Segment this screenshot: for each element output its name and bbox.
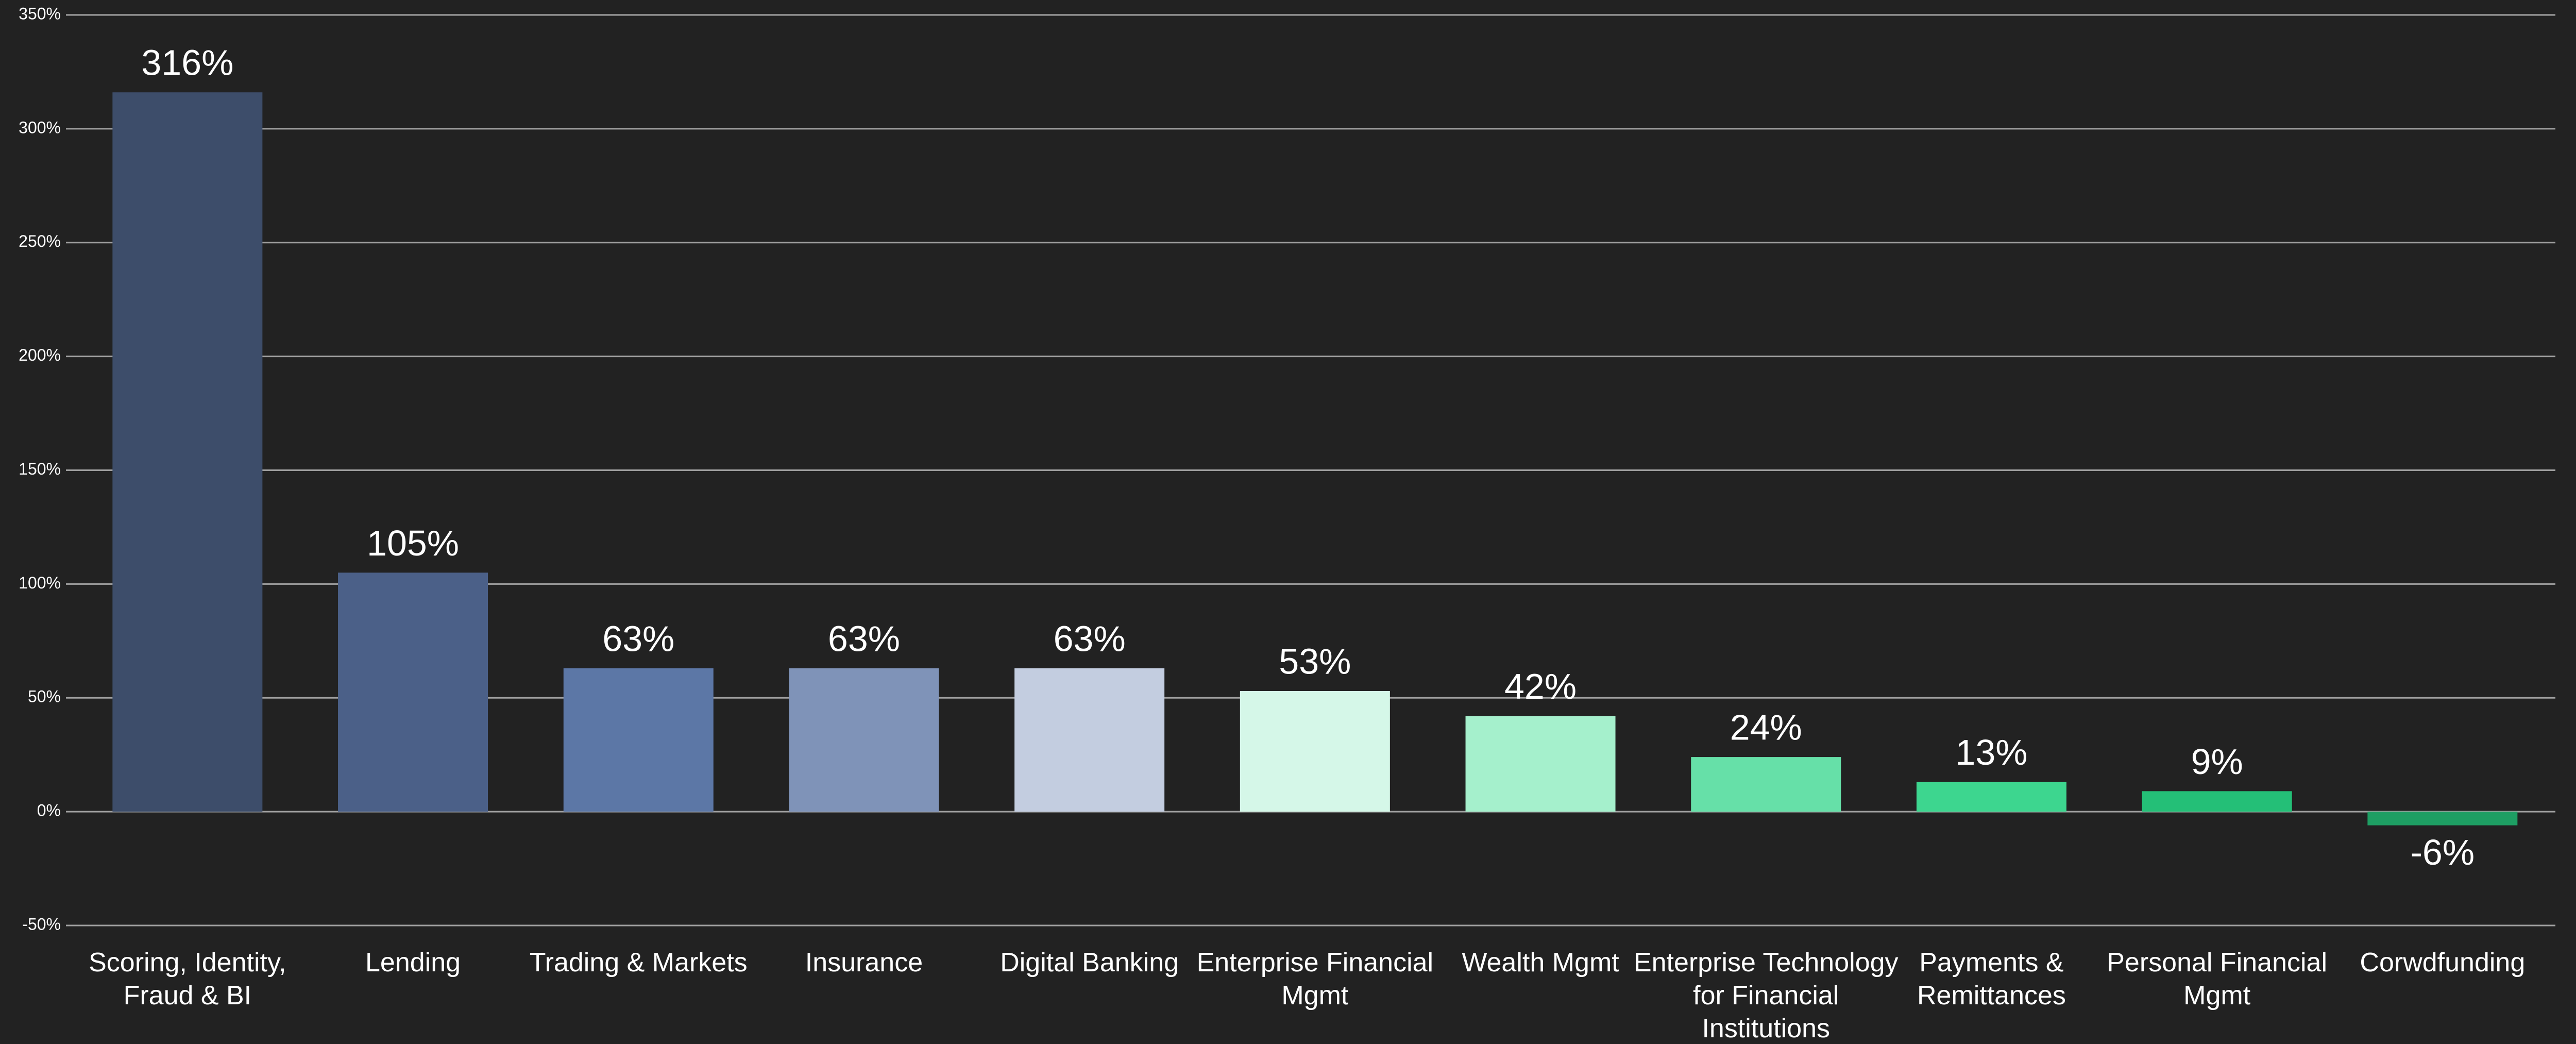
x-tick-label: Digital Banking bbox=[1000, 948, 1179, 978]
bar bbox=[789, 668, 939, 812]
value-label: 63% bbox=[828, 618, 900, 659]
value-label: 42% bbox=[1504, 666, 1577, 706]
value-label: 63% bbox=[1054, 618, 1126, 659]
x-tick-label: Wealth Mgmt bbox=[1462, 948, 1619, 978]
x-tick-label: Trading & Markets bbox=[529, 948, 748, 978]
y-tick-label: 250% bbox=[19, 232, 61, 250]
bar bbox=[1465, 716, 1616, 812]
bar bbox=[2142, 791, 2292, 812]
bar bbox=[112, 92, 263, 812]
bar bbox=[1240, 691, 1390, 812]
x-tick-label: Corwdfunding bbox=[2360, 948, 2526, 978]
y-tick-label: 200% bbox=[19, 346, 61, 364]
x-tick-label: Enterprise Technology for Financial Inst… bbox=[1633, 948, 1899, 1043]
bar bbox=[1691, 757, 1841, 812]
bar bbox=[2367, 812, 2518, 826]
bar bbox=[1014, 668, 1165, 812]
value-label: 316% bbox=[141, 43, 233, 83]
y-tick-label: 50% bbox=[28, 687, 61, 706]
x-tick-label: Scoring, Identity, Fraud & BI bbox=[89, 948, 286, 1011]
y-tick-label: 150% bbox=[19, 460, 61, 478]
y-tick-label: -50% bbox=[22, 915, 61, 933]
value-label: 105% bbox=[367, 523, 459, 563]
y-tick-label: 300% bbox=[19, 118, 61, 137]
value-label: 9% bbox=[2191, 742, 2243, 782]
value-label: 63% bbox=[602, 618, 674, 659]
value-label: 24% bbox=[1730, 708, 1802, 748]
y-tick-label: 0% bbox=[37, 801, 61, 820]
x-tick-label: Lending bbox=[365, 948, 461, 978]
value-label: 53% bbox=[1279, 641, 1351, 681]
value-label: -6% bbox=[2411, 832, 2475, 872]
bar bbox=[338, 572, 488, 812]
value-label: 13% bbox=[1955, 732, 2027, 772]
bar bbox=[563, 668, 714, 812]
x-tick-label: Personal Financial Mgmt bbox=[2107, 948, 2328, 1011]
x-tick-label: Enterprise Financial Mgmt bbox=[1196, 948, 1434, 1011]
y-tick-label: 350% bbox=[19, 4, 61, 23]
x-tick-label: Insurance bbox=[805, 948, 923, 978]
x-tick-label: Payments & Remittances bbox=[1917, 948, 2066, 1011]
y-tick-label: 100% bbox=[19, 574, 61, 592]
bar bbox=[1916, 782, 2066, 812]
